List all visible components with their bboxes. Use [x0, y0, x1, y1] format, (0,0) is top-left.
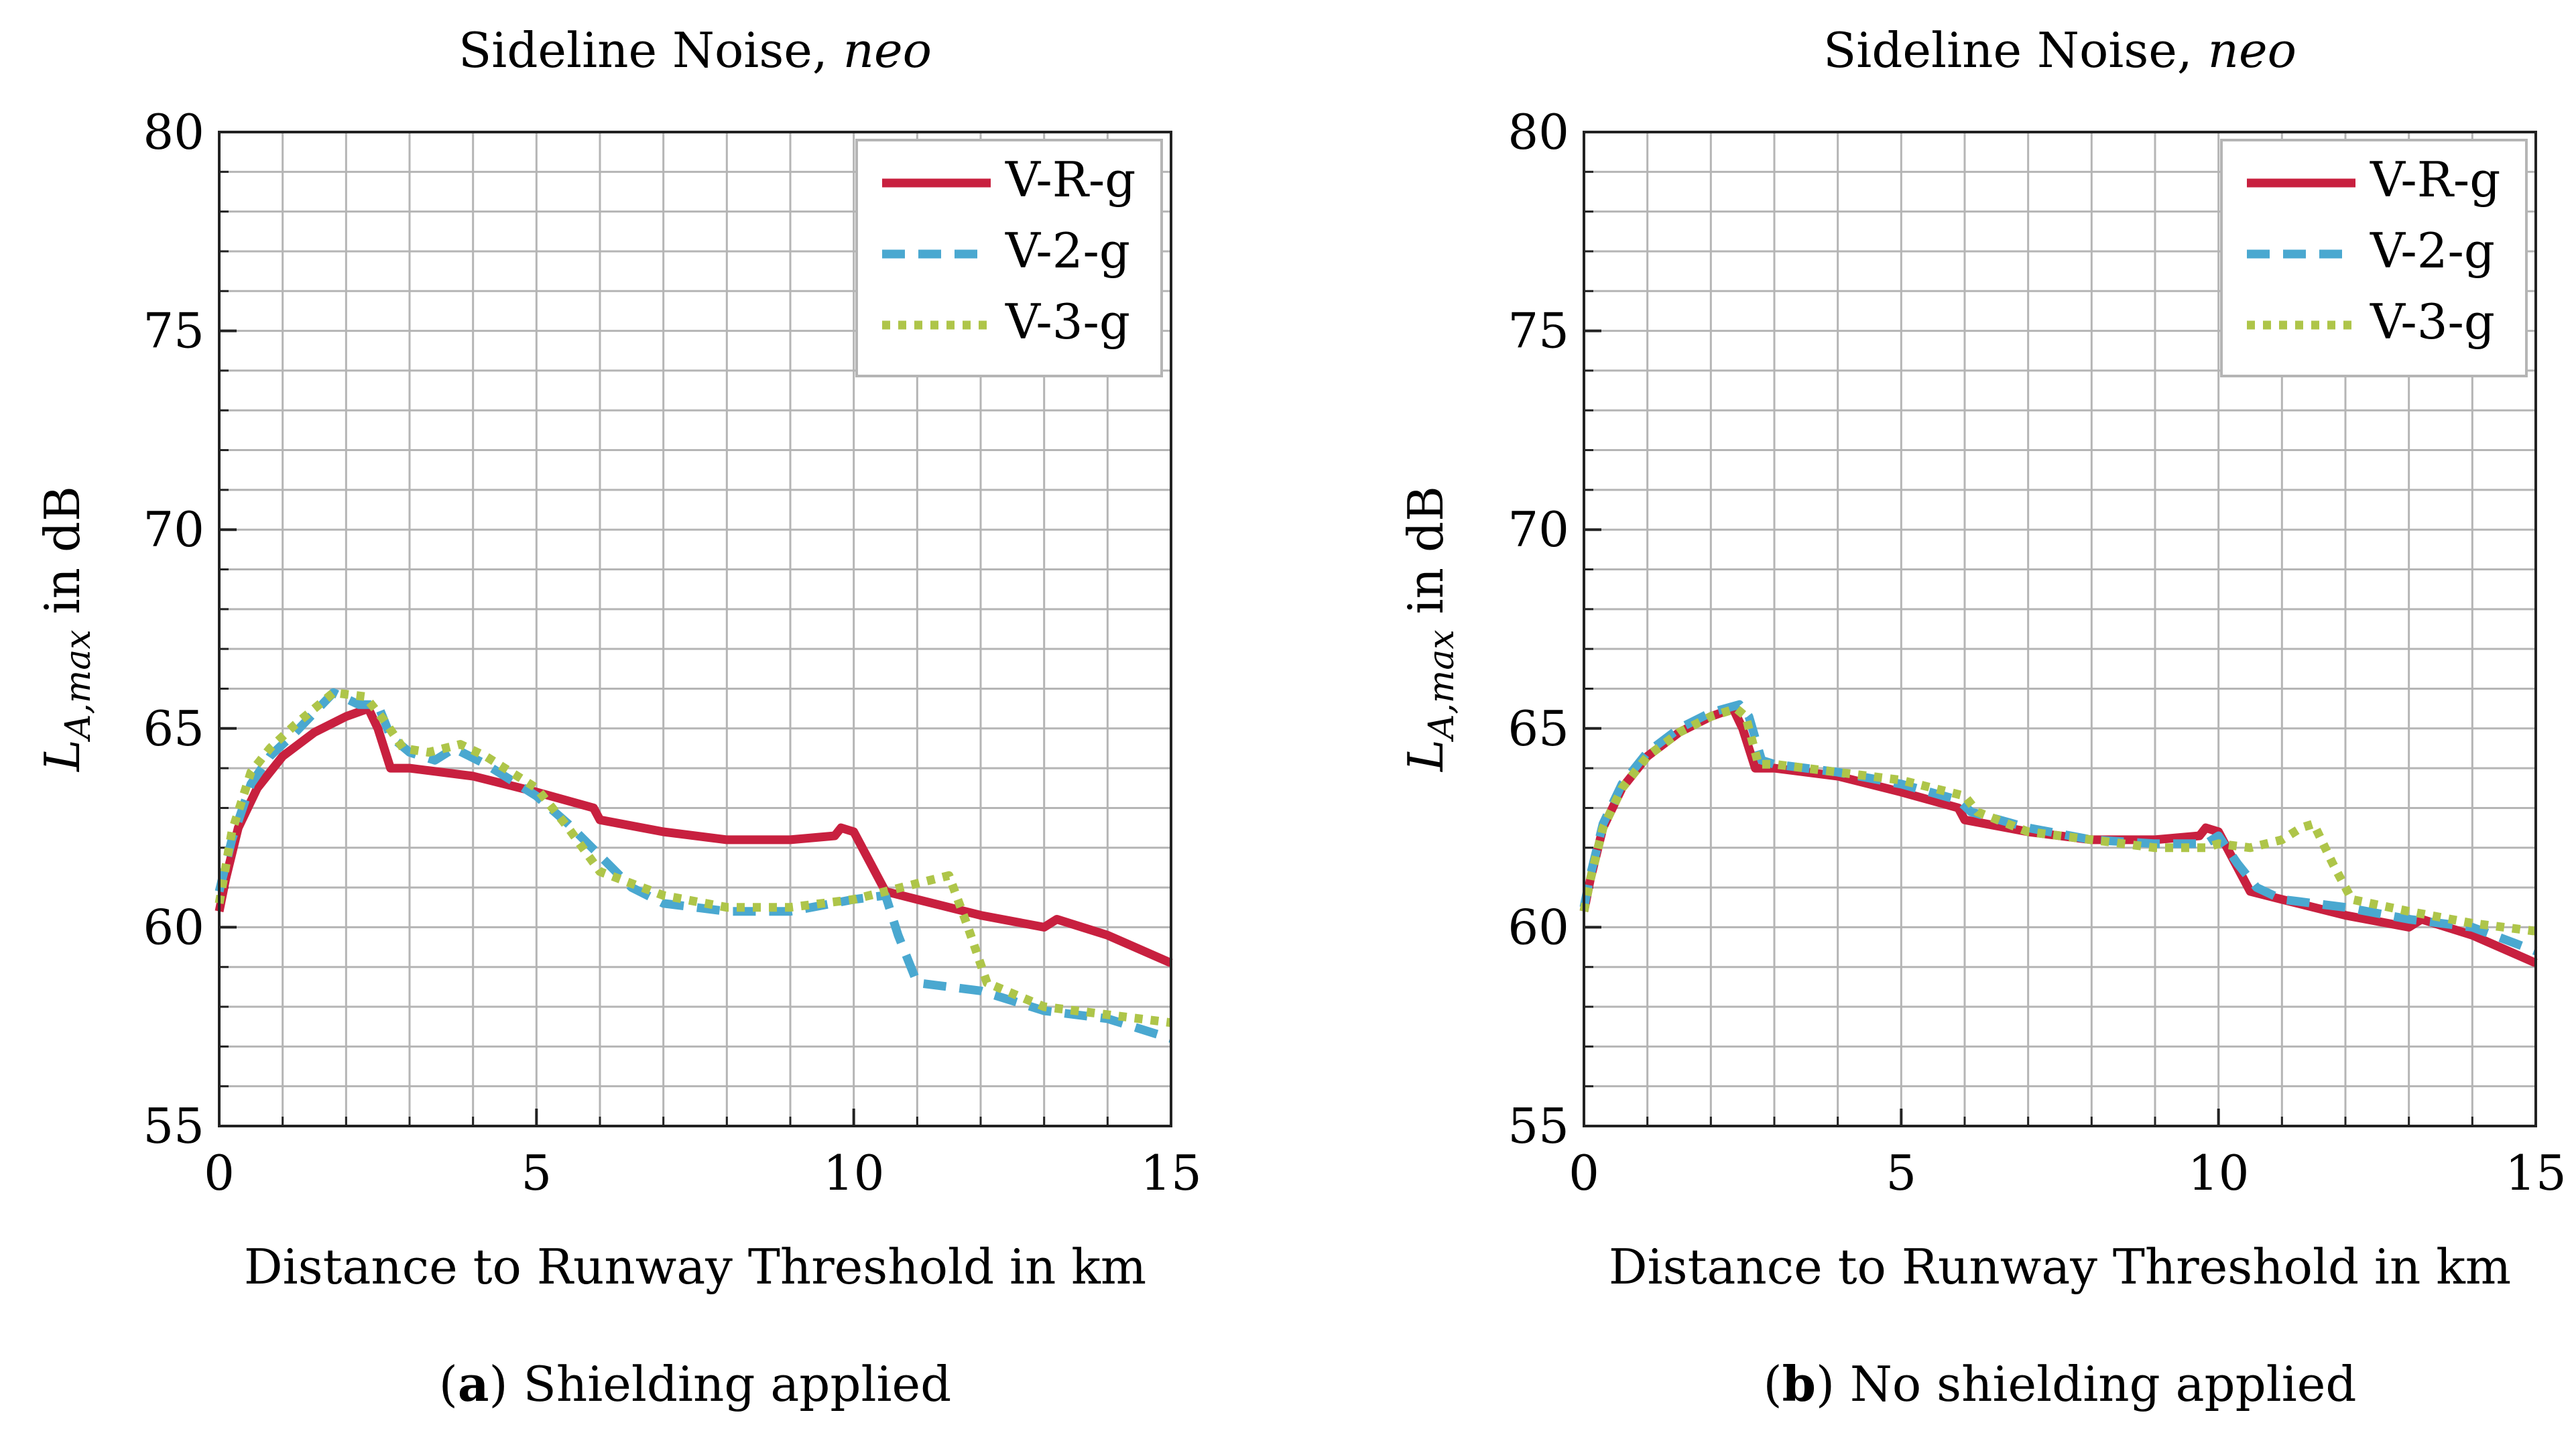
legend-label-v-2-g: V-2-g — [1005, 223, 1130, 279]
chart-title: Sideline Noise, neo — [1823, 22, 2296, 78]
tick-labels: 0 5 10 15 55 60 65 70 75 80 — [1508, 104, 2566, 1201]
plot-frame — [218, 131, 1172, 1127]
legend: V-R-g V-2-g V-3-g — [2220, 139, 2528, 377]
x-tick-label: 0 — [204, 1145, 235, 1201]
series-line-v-2-g — [1579, 700, 2538, 956]
x-tick-label: 5 — [521, 1145, 552, 1201]
x-tick-label: 5 — [1886, 1145, 1916, 1201]
series-layer — [214, 688, 1173, 1043]
legend-label-v-2-g: V-2-g — [2370, 223, 2495, 279]
x-axis-label: Distance to Runway Threshold in km — [1609, 1239, 2511, 1295]
chart-panel-b: Sideline Noise, neo 0 5 10 15 55 60 65 70 75 80 D… — [1398, 22, 2567, 1412]
legend-label-v-r-g: V-R-g — [1005, 151, 1136, 208]
y-tick-label: 70 — [143, 501, 204, 558]
x-tick-label: 15 — [2505, 1145, 2567, 1201]
y-tick-label: 80 — [143, 104, 204, 160]
y-axis-label: LA,max in dB — [34, 486, 99, 773]
x-tick-label: 10 — [823, 1145, 885, 1201]
y-tick-label: 65 — [143, 700, 204, 757]
series-line-v-2-g — [214, 688, 1172, 1043]
legend: V-R-g V-2-g V-3-g — [855, 139, 1163, 377]
y-tick-label: 75 — [1508, 303, 1569, 359]
y-tick-label: 55 — [143, 1098, 204, 1154]
legend-label-v-r-g: V-R-g — [2370, 151, 2500, 208]
y-tick-label: 75 — [143, 303, 204, 359]
x-tick-label: 15 — [1140, 1145, 1202, 1201]
legend-label-v-3-g: V-3-g — [1005, 294, 1130, 350]
caption-b: (b) No shielding applied — [1764, 1355, 2357, 1412]
caption-a: (a) Shielding applied — [439, 1355, 951, 1412]
series-line-v-3-g — [214, 688, 1172, 1028]
y-axis-label: LA,max in dB — [1398, 486, 1462, 773]
y-tick-label: 60 — [143, 899, 204, 955]
y-tick-label: 55 — [1508, 1098, 1569, 1154]
x-axis-label: Distance to Runway Threshold in km — [244, 1239, 1146, 1295]
x-tick-label: 0 — [1569, 1145, 1599, 1201]
legend-label-v-3-g: V-3-g — [2370, 294, 2495, 350]
y-tick-label: 70 — [1508, 501, 1569, 558]
series-line-v-r-g — [214, 704, 1173, 967]
series-layer — [1579, 700, 2538, 967]
tick-labels: 0 5 10 15 55 60 65 70 75 80 — [143, 104, 1201, 1201]
plot-frame — [1583, 131, 2537, 1127]
y-tick-label: 65 — [1508, 700, 1569, 757]
y-tick-label: 60 — [1508, 899, 1569, 955]
chart-panel-a: Sideline Noise, neo 0 5 10 15 55 60 65 70 75 80 D… — [34, 22, 1202, 1412]
chart-title: Sideline Noise, neo — [458, 22, 932, 78]
series-line-v-3-g — [1579, 704, 2536, 936]
y-tick-label: 80 — [1508, 104, 1569, 160]
x-tick-label: 10 — [2188, 1145, 2250, 1201]
